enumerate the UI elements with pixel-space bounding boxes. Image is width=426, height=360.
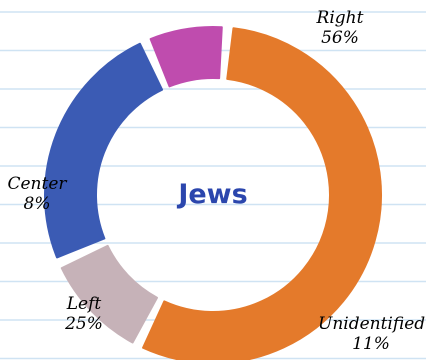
slice-label-left: Left: [66, 294, 102, 314]
slice-center: [149, 26, 223, 88]
slice-value-left: 25%: [65, 314, 103, 334]
slice-unidentified: [60, 244, 158, 344]
label-unidentified: Unidentified 11%: [318, 314, 426, 354]
label-right: Right 56%: [300, 8, 380, 48]
slice-left: [44, 42, 164, 259]
slice-value-unidentified: 11%: [352, 334, 390, 354]
chart-title: Jews: [178, 179, 248, 210]
slice-label-center: Center: [7, 174, 67, 194]
label-center: Center 8%: [2, 174, 72, 214]
slice-right: [142, 27, 382, 360]
slice-value-right: 56%: [321, 28, 359, 48]
slice-label-unidentified: Unidentified: [318, 314, 426, 334]
label-left: Left 25%: [44, 294, 124, 334]
slice-label-right: Right: [316, 8, 364, 28]
slice-value-center: 8%: [23, 194, 51, 214]
